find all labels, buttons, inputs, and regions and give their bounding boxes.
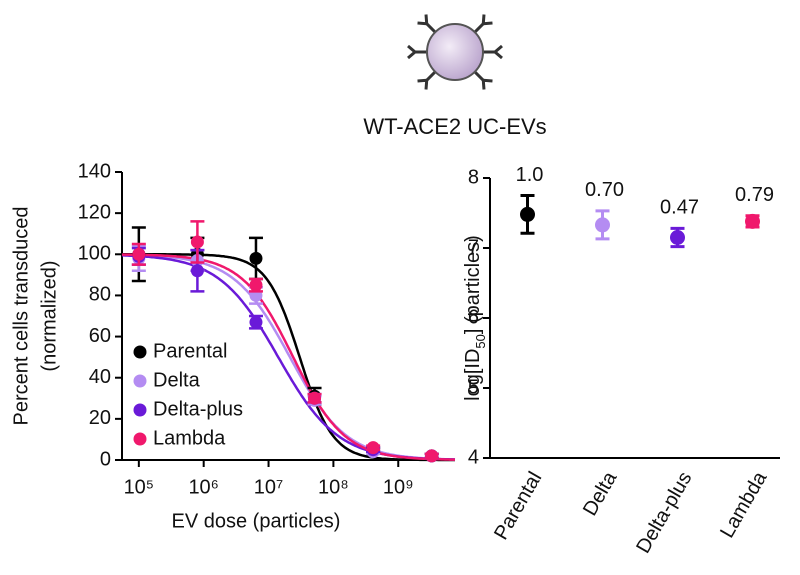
legend-marker	[133, 345, 147, 359]
label-part: ] (particles)	[462, 235, 484, 334]
label-subscript: 50	[473, 334, 488, 348]
ev-icon	[407, 14, 503, 90]
y-tick-label: 20	[89, 407, 111, 429]
y-tick-label: 5	[468, 376, 479, 398]
data-point	[308, 391, 322, 405]
fit-curve	[122, 253, 455, 462]
y-tick-label: 40	[89, 366, 111, 388]
data-point	[249, 315, 263, 329]
legend-marker	[133, 403, 147, 417]
data-point	[425, 449, 439, 463]
data-point	[745, 213, 760, 229]
legend-marker	[133, 374, 147, 388]
x-tick-label: Parental	[490, 468, 546, 544]
annotation: 0.70	[585, 179, 624, 201]
x-axis-label: EV dose (particles)	[172, 510, 341, 532]
data-point	[190, 264, 204, 278]
x-tick-label: Delta	[579, 467, 622, 519]
annotation: 0.47	[660, 197, 699, 219]
data-point	[132, 247, 146, 261]
y-tick-label: 7	[468, 236, 479, 258]
x-tick-label: 10⁶	[188, 476, 218, 498]
legend-marker	[133, 432, 147, 446]
y-axis-label: log[ID50] (particles)	[462, 235, 488, 401]
data-point	[190, 235, 204, 249]
data-point	[595, 217, 610, 233]
legend-label: Delta	[153, 369, 201, 391]
y-tick-label: 4	[468, 446, 479, 468]
legend-label: Lambda	[153, 427, 226, 449]
y-tick-label: 60	[89, 325, 111, 347]
y-tick-label: 100	[78, 243, 111, 265]
annotation: 0.79	[735, 184, 774, 206]
x-tick-label: 10⁵	[124, 476, 155, 498]
data-point	[520, 206, 535, 222]
data-point	[366, 441, 380, 455]
legend-label: Parental	[153, 340, 228, 362]
y-axis-label: (normalized)	[38, 260, 60, 371]
y-tick-label: 6	[468, 306, 479, 328]
y-tick-label: 120	[78, 201, 111, 223]
y-tick-label: 8	[468, 166, 479, 188]
x-tick-label: 10⁹	[383, 476, 414, 498]
data-point	[249, 251, 263, 265]
data-point	[249, 278, 263, 292]
data-point	[670, 230, 685, 245]
x-tick-label: 10⁷	[254, 476, 283, 498]
annotation: 1.0	[516, 164, 544, 186]
label-part: log[ID	[462, 349, 484, 401]
x-tick-label: Lambda	[716, 467, 772, 541]
y-tick-label: 0	[100, 448, 111, 470]
chart-title: WT-ACE2 UC-EVs	[363, 114, 546, 139]
y-tick-label: 140	[78, 160, 111, 182]
fit-curve	[121, 253, 455, 461]
x-tick-label: 10⁸	[318, 476, 349, 498]
y-tick-label: 80	[89, 284, 111, 306]
legend-label: Delta-plus	[153, 398, 243, 420]
y-axis-label: Percent cells transduced	[10, 206, 32, 425]
x-tick-label: Delta-plus	[632, 468, 696, 557]
